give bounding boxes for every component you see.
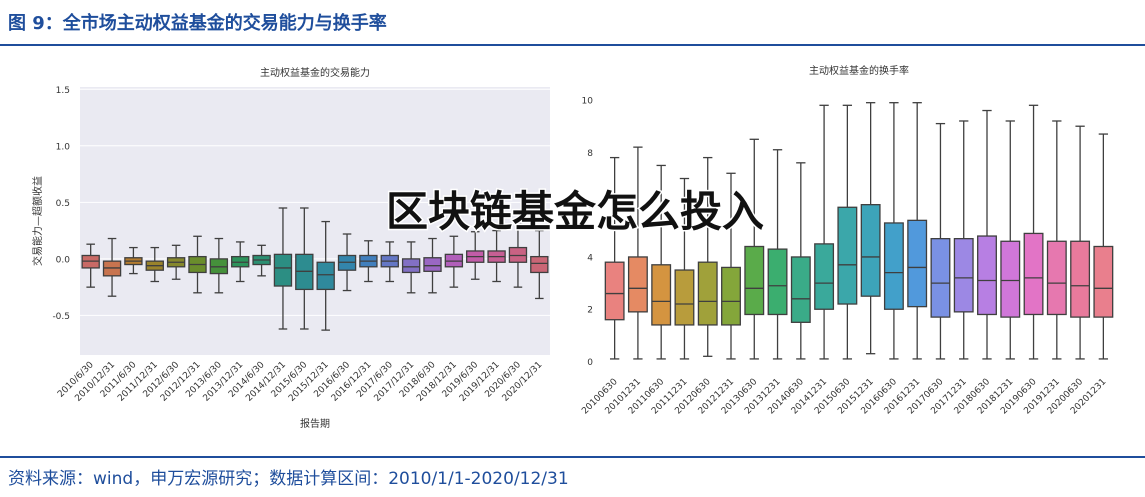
box bbox=[401, 258, 421, 274]
plot-background bbox=[80, 87, 550, 355]
y-tick-label: 6 bbox=[587, 201, 593, 211]
box bbox=[604, 261, 625, 321]
box bbox=[744, 245, 765, 316]
box bbox=[697, 261, 718, 326]
box bbox=[627, 256, 648, 313]
chart-title: 主动权益基金的换手率 bbox=[809, 64, 909, 77]
y-tick-label: 2 bbox=[587, 306, 593, 316]
box bbox=[767, 248, 788, 316]
y-tick-label: 8 bbox=[587, 149, 593, 159]
y-tick-label: -0.5 bbox=[52, 312, 70, 322]
box bbox=[1093, 245, 1114, 318]
y-tick-label: 1.0 bbox=[56, 142, 71, 152]
box bbox=[790, 256, 811, 323]
box bbox=[530, 255, 549, 274]
box bbox=[1000, 240, 1021, 318]
y-axis-label: 交易能力—超额收益 bbox=[31, 176, 44, 266]
box bbox=[977, 235, 997, 316]
watermark: 区块链基金怎么投入 bbox=[386, 187, 764, 236]
box bbox=[423, 257, 442, 272]
y-tick-label: 0 bbox=[587, 358, 593, 368]
y-tick-label: 10 bbox=[582, 97, 594, 107]
box bbox=[316, 261, 335, 291]
box bbox=[953, 238, 974, 313]
box bbox=[674, 269, 695, 326]
figure-title: 图 9：全市场主动权益基金的交易能力与换手率 bbox=[8, 12, 387, 34]
y-tick-label: 4 bbox=[587, 253, 593, 263]
y-tick-label: 0.0 bbox=[56, 255, 71, 265]
box bbox=[1023, 232, 1044, 316]
box bbox=[814, 243, 835, 310]
y-tick-label: 0.5 bbox=[56, 199, 70, 209]
box bbox=[1070, 240, 1091, 318]
box bbox=[883, 222, 904, 310]
box bbox=[651, 264, 672, 326]
box bbox=[860, 204, 881, 297]
source-note: 资料来源：wind，申万宏源研究；数据计算区间：2010/1/1-2020/12… bbox=[8, 469, 569, 489]
y-tick-label: 1.5 bbox=[56, 86, 70, 96]
box bbox=[273, 253, 293, 287]
box bbox=[907, 219, 928, 308]
chart-title: 主动权益基金的交易能力 bbox=[260, 66, 370, 79]
x-axis-label: 报告期 bbox=[300, 417, 330, 430]
box bbox=[837, 206, 858, 305]
box bbox=[1046, 240, 1067, 316]
box bbox=[721, 266, 741, 326]
box bbox=[930, 238, 951, 318]
